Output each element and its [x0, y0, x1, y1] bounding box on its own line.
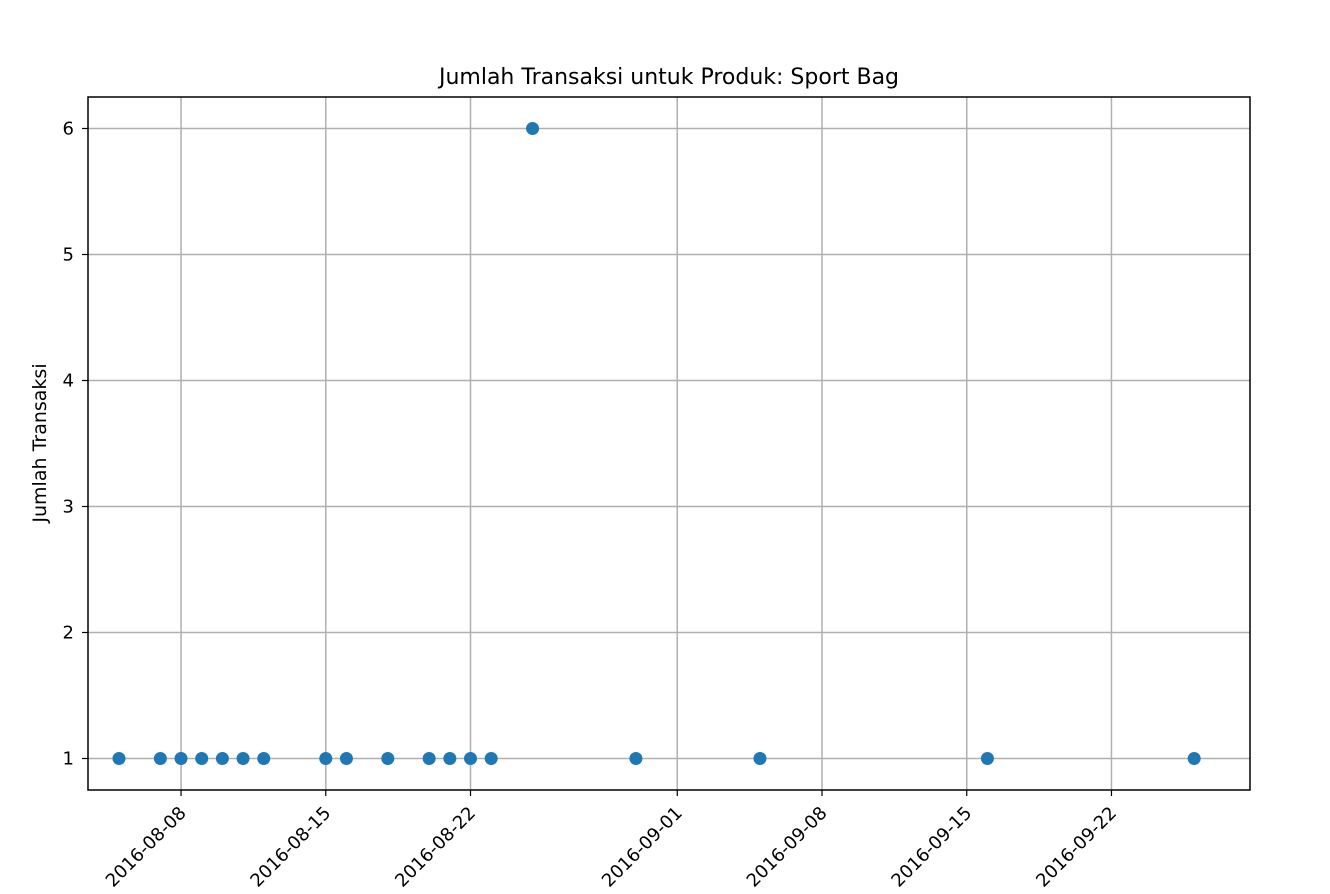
data-point	[464, 752, 478, 765]
data-point	[526, 122, 540, 135]
data-point	[381, 752, 395, 765]
y-tick-label: 4	[63, 371, 74, 392]
y-tick-label: 5	[63, 245, 74, 266]
data-point	[1187, 752, 1201, 765]
chart-title: Jumlah Transaksi untuk Produk: Sport Bag	[437, 65, 899, 90]
y-tick-label: 2	[63, 623, 74, 644]
plot-area-frame	[87, 96, 1251, 791]
data-points	[112, 122, 1201, 765]
data-point	[422, 752, 436, 765]
data-point	[443, 752, 457, 765]
data-point	[236, 752, 250, 765]
data-point	[257, 752, 271, 765]
data-point	[980, 752, 994, 765]
data-point	[153, 752, 167, 765]
y-tick-label: 1	[63, 749, 74, 770]
y-axis-label: Jumlah Transaksi	[29, 363, 51, 523]
data-point	[195, 752, 209, 765]
data-point	[215, 752, 229, 765]
data-point	[629, 752, 643, 765]
data-point	[339, 752, 353, 765]
data-point	[319, 752, 333, 765]
data-point	[753, 752, 767, 765]
data-point	[484, 752, 498, 765]
data-point	[112, 752, 126, 765]
y-tick-label: 6	[63, 119, 74, 140]
data-point	[174, 752, 188, 765]
grid-lines	[88, 97, 1250, 790]
y-tick-label: 3	[63, 497, 74, 518]
